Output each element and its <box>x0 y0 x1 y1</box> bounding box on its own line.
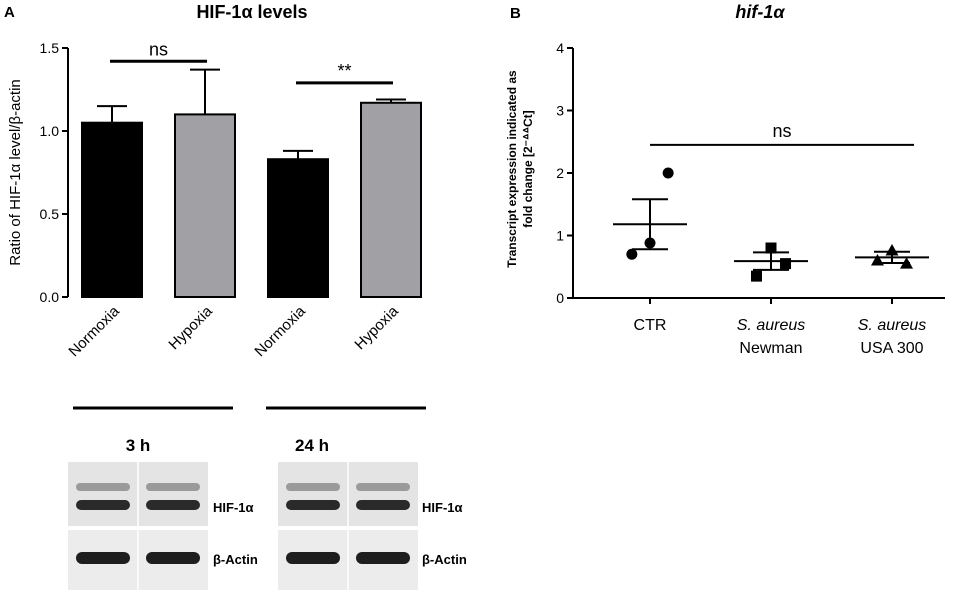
bar <box>174 113 236 299</box>
panel-b-chart: 0 1 2 3 4 Transcript expression indicated as f… <box>505 40 945 357</box>
y-tick-label: 1.0 <box>40 123 60 139</box>
panel-a-label: A <box>4 4 15 21</box>
x-tick-label: Normoxia <box>251 302 309 360</box>
x-tick-label: Hypoxia <box>165 302 216 353</box>
blot-row-label: β-Actin <box>422 552 467 567</box>
x-tick-label: CTR <box>634 317 667 334</box>
blot-band-hif <box>356 500 410 510</box>
data-point <box>626 248 638 260</box>
blot-band-actin <box>286 552 340 564</box>
blot-band-hif <box>146 500 200 510</box>
significance-label: ns <box>772 121 791 141</box>
blot-row-label: HIF-1α <box>213 500 254 515</box>
x-tick-label: Normoxia <box>65 302 123 360</box>
blot-band-faint <box>356 483 410 491</box>
x-tick-label-line2: USA 300 <box>860 340 923 357</box>
bar <box>360 101 422 298</box>
panel-b-label: B <box>510 5 521 22</box>
y-tick-label: 3 <box>556 103 564 119</box>
bar <box>81 121 143 298</box>
data-point <box>885 244 899 256</box>
y-tick-label: 0 <box>556 290 564 306</box>
y-tick-label: 1 <box>556 228 564 244</box>
panel-a-title: HIF-1α levels <box>196 2 307 22</box>
data-point <box>870 254 884 266</box>
blot-band-actin <box>76 552 130 564</box>
y-tick-label: 2 <box>556 165 564 181</box>
blot-row-label: β-Actin <box>213 552 258 567</box>
y-axis-label-line: Transcript expression indicated as <box>505 70 519 268</box>
x-tick-label: Hypoxia <box>351 302 402 353</box>
x-tick-label: S. aureus <box>858 317 926 334</box>
blot-band-faint <box>76 483 130 491</box>
blot-time-label: 24 h <box>295 436 329 455</box>
panel-b-title: hif-1α <box>735 2 785 22</box>
blot-band-hif <box>76 500 130 510</box>
blot-time-label: 3 h <box>126 436 151 455</box>
y-tick-label: 4 <box>556 40 564 56</box>
data-point <box>644 237 656 249</box>
y-tick-label: 1.5 <box>40 40 60 56</box>
data-point <box>750 270 762 282</box>
data-point <box>765 242 777 254</box>
data-point <box>780 258 792 270</box>
y-axis-label: Transcript expression indicated as fold c… <box>505 70 535 268</box>
significance-label: ns <box>149 39 168 59</box>
y-axis-label-line: fold change [2⁻ᐞᐞCt] <box>521 110 535 227</box>
panel-a-chart: 0.0 0.5 1.0 1.5 Ratio of HIF-1α level/β-acti… <box>7 39 426 410</box>
blot-band-faint <box>286 483 340 491</box>
y-tick-label: 0.5 <box>40 206 60 222</box>
data-point <box>662 167 674 179</box>
x-tick-label: S. aureus <box>737 317 805 334</box>
blot-band-actin <box>146 552 200 564</box>
significance-label: ** <box>337 61 351 81</box>
blot-band-actin <box>356 552 410 564</box>
bar <box>267 158 329 298</box>
y-tick-label: 0.0 <box>40 289 60 305</box>
blot-row-label: HIF-1α <box>422 500 463 515</box>
x-tick-label-line2: Newman <box>739 340 802 357</box>
data-point <box>900 257 914 269</box>
y-axis-label: Ratio of HIF-1α level/β-actin <box>7 79 24 266</box>
blot-band-hif <box>286 500 340 510</box>
blot-band-faint <box>146 483 200 491</box>
western-blot: 3 h HIF-1α β-Actin 24 h HIF-1α β-Actin <box>68 436 467 590</box>
